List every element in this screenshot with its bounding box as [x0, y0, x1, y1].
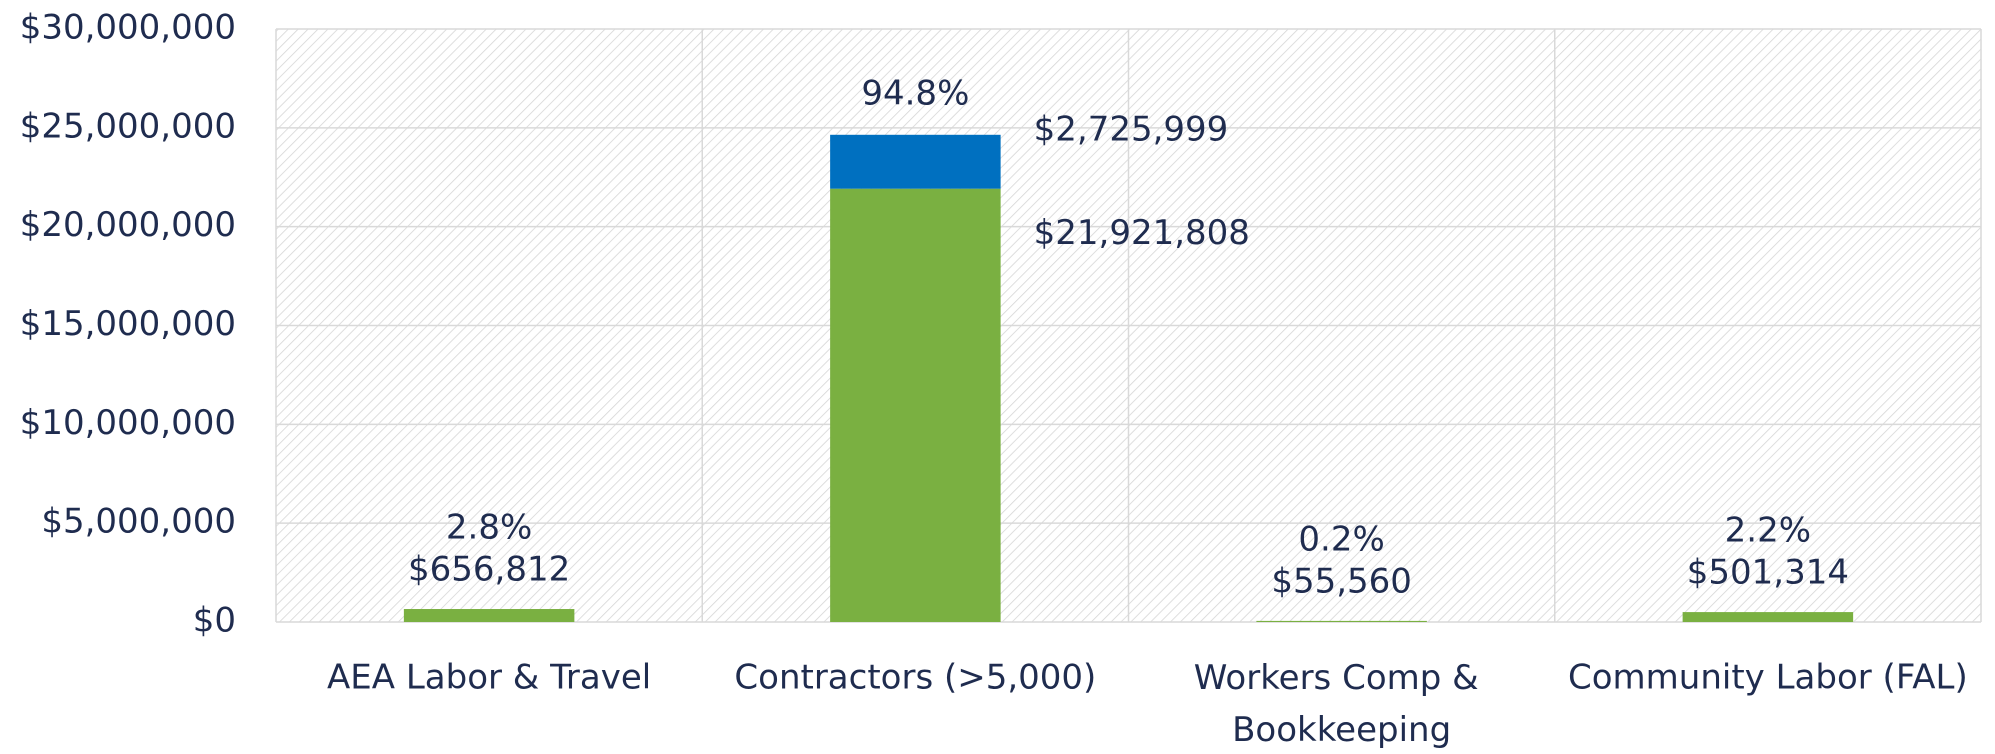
share-label: 94.8% [861, 73, 969, 113]
share-label: 0.2% [1298, 519, 1384, 559]
value-label: $656,812 [408, 550, 570, 590]
value-label: $21,921,808 [1034, 213, 1250, 253]
bar-segment [1682, 612, 1854, 622]
x-tick-label: Contractors (>5,000) [734, 658, 1096, 698]
x-tick-label: Community Labor (FAL) [1568, 658, 1968, 698]
y-tick-label: $25,000,000 [20, 106, 236, 146]
y-tick-label: $30,000,000 [20, 8, 236, 48]
share-label: 2.8% [446, 508, 532, 548]
x-tick-label-line: Bookkeeping [1232, 710, 1451, 750]
y-tick-label: $10,000,000 [20, 403, 236, 443]
y-tick-label: $20,000,000 [20, 205, 236, 245]
value-label: $55,560 [1271, 561, 1412, 601]
bar-segment [1256, 620, 1427, 622]
y-tick-label: $5,000,000 [41, 502, 236, 542]
x-tick-label-line: Workers Comp & [1194, 658, 1490, 698]
bar-segment [830, 134, 1001, 189]
y-tick-label: $0 [193, 601, 236, 641]
value-label: $2,725,999 [1034, 109, 1229, 149]
bar-segment [403, 609, 575, 622]
x-tick-label: Workers Comp & Bookkeeping [1194, 658, 1490, 750]
value-label: $501,314 [1687, 553, 1849, 593]
y-tick-label: $15,000,000 [20, 304, 236, 344]
x-tick-label: AEA Labor & Travel [327, 658, 651, 698]
share-label: 2.2% [1725, 511, 1811, 551]
bar-segment [830, 188, 1001, 622]
